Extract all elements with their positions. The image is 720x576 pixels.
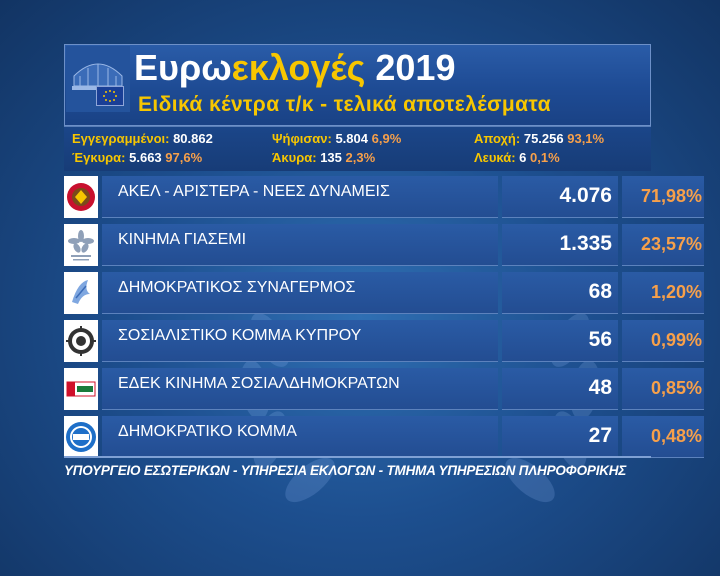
stat-blank: Λευκά: 6 0,1% (474, 150, 560, 165)
party-name-cell: ΣΟΣΙΑΛΙΣΤΙΚΟ ΚΟΜΜΑ ΚΥΠΡΟΥ (102, 320, 498, 362)
eu-flag-icon (96, 86, 124, 106)
party-name-cell: ΑΚΕΛ - ΑΡΙΣΤΕΡΑ - ΝΕΕΣ ΔΥΝΑΜΕΙΣ (102, 176, 498, 218)
party-name-cell: ΔΗΜΟΚΡΑΤΙΚΟΣ ΣΥΝΑΓΕΡΜΟΣ (102, 272, 498, 314)
percent-cell: 0,48% (622, 416, 704, 458)
percent-cell: 0,99% (622, 320, 704, 362)
jasmine-logo-icon (64, 224, 98, 266)
page-title: Ευρωεκλογές 2019 (134, 46, 455, 90)
percent-cell: 1,20% (622, 272, 704, 314)
title-year: 2019 (375, 47, 456, 88)
stat-abstention: Αποχή: 75.256 93,1% (474, 131, 605, 146)
party-name: ΔΗΜΟΚΡΑΤΙΚΟΣ ΣΥΝΑΓΕΡΜΟΣ (118, 279, 356, 296)
socialist-party-logo-icon (64, 320, 98, 362)
party-percent: 71,98% (640, 186, 702, 206)
result-row: ΕΔΕΚ ΚΙΝΗΜΑ ΣΟΣΙΑΛΔΗΜΟΚΡΑΤΩΝ 48 0,85% (64, 368, 704, 410)
title-part-euro: Ευρω (134, 47, 232, 88)
party-name-cell: ΚΙΝΗΜΑ ΓΙΑΣΕΜΙ (102, 224, 498, 266)
votes-cell: 48 (502, 368, 618, 410)
disy-logo-icon (64, 272, 98, 314)
votes-cell: 56 (502, 320, 618, 362)
result-row: ΑΚΕΛ - ΑΡΙΣΤΕΡΑ - ΝΕΕΣ ΔΥΝΑΜΕΙΣ 4.076 71… (64, 176, 704, 218)
party-votes: 1.335 (559, 232, 612, 255)
party-percent: 1,20% (650, 282, 702, 302)
votes-cell: 4.076 (502, 176, 618, 218)
party-name: ΔΗΜΟΚΡΑΤΙΚΟ ΚΟΜΜΑ (118, 423, 297, 440)
party-name: ΣΟΣΙΑΛΙΣΤΙΚΟ ΚΟΜΜΑ ΚΥΠΡΟΥ (118, 327, 362, 344)
party-percent: 0,85% (650, 378, 702, 398)
edek-logo-icon (64, 368, 98, 410)
footer-divider (64, 456, 651, 458)
akel-logo-icon (64, 176, 98, 218)
party-votes: 56 (588, 328, 612, 351)
votes-cell: 68 (502, 272, 618, 314)
percent-cell: 23,57% (622, 224, 704, 266)
party-votes: 48 (588, 376, 612, 399)
turnout-stats-panel: Εγγεγραμμένοι: 80.862 Ψήφισαν: 5.804 6,9… (64, 126, 651, 171)
party-name: ΚΙΝΗΜΑ ΓΙΑΣΕΜΙ (118, 231, 247, 248)
page-subtitle: Ειδικά κέντρα τ/κ - τελικά αποτελέσματα (138, 93, 551, 116)
party-percent: 23,57% (640, 234, 702, 254)
percent-cell: 0,85% (622, 368, 704, 410)
result-row: ΣΟΣΙΑΛΙΣΤΙΚΟ ΚΟΜΜΑ ΚΥΠΡΟΥ 56 0,99% (64, 320, 704, 362)
party-name: ΕΔΕΚ ΚΙΝΗΜΑ ΣΟΣΙΑΛΔΗΜΟΚΡΑΤΩΝ (118, 375, 400, 392)
header-panel (64, 44, 651, 126)
diko-logo-icon (64, 416, 98, 458)
party-name: ΑΚΕΛ - ΑΡΙΣΤΕΡΑ - ΝΕΕΣ ΔΥΝΑΜΕΙΣ (118, 183, 390, 200)
votes-cell: 27 (502, 416, 618, 458)
party-votes: 68 (588, 280, 612, 303)
votes-cell: 1.335 (502, 224, 618, 266)
party-name-cell: ΔΗΜΟΚΡΑΤΙΚΟ ΚΟΜΜΑ (102, 416, 498, 458)
result-row: ΔΗΜΟΚΡΑΤΙΚΟΣ ΣΥΝΑΓΕΡΜΟΣ 68 1,20% (64, 272, 704, 314)
result-row: ΔΗΜΟΚΡΑΤΙΚΟ ΚΟΜΜΑ 27 0,48% (64, 416, 704, 458)
party-percent: 0,99% (650, 330, 702, 350)
title-part-elections: εκλογές (231, 47, 366, 88)
result-row: ΚΙΝΗΜΑ ΓΙΑΣΕΜΙ 1.335 23,57% (64, 224, 704, 266)
percent-cell: 71,98% (622, 176, 704, 218)
party-votes: 27 (588, 424, 612, 447)
party-votes: 4.076 (559, 184, 612, 207)
stat-registered: Εγγεγραμμένοι: 80.862 (72, 131, 213, 146)
party-name-cell: ΕΔΕΚ ΚΙΝΗΜΑ ΣΟΣΙΑΛΔΗΜΟΚΡΑΤΩΝ (102, 368, 498, 410)
stat-voted: Ψήφισαν: 5.804 6,9% (272, 131, 402, 146)
stat-valid: Έγκυρα: 5.663 97,6% (72, 150, 203, 165)
footer-credit: ΥΠΟΥΡΓΕΙΟ ΕΣΩΤΕΡΙΚΩΝ - ΥΠΗΡΕΣΙΑ ΕΚΛΟΓΩΝ … (64, 463, 627, 478)
party-percent: 0,48% (650, 426, 702, 446)
stat-invalid: Άκυρα: 135 2,3% (272, 150, 376, 165)
